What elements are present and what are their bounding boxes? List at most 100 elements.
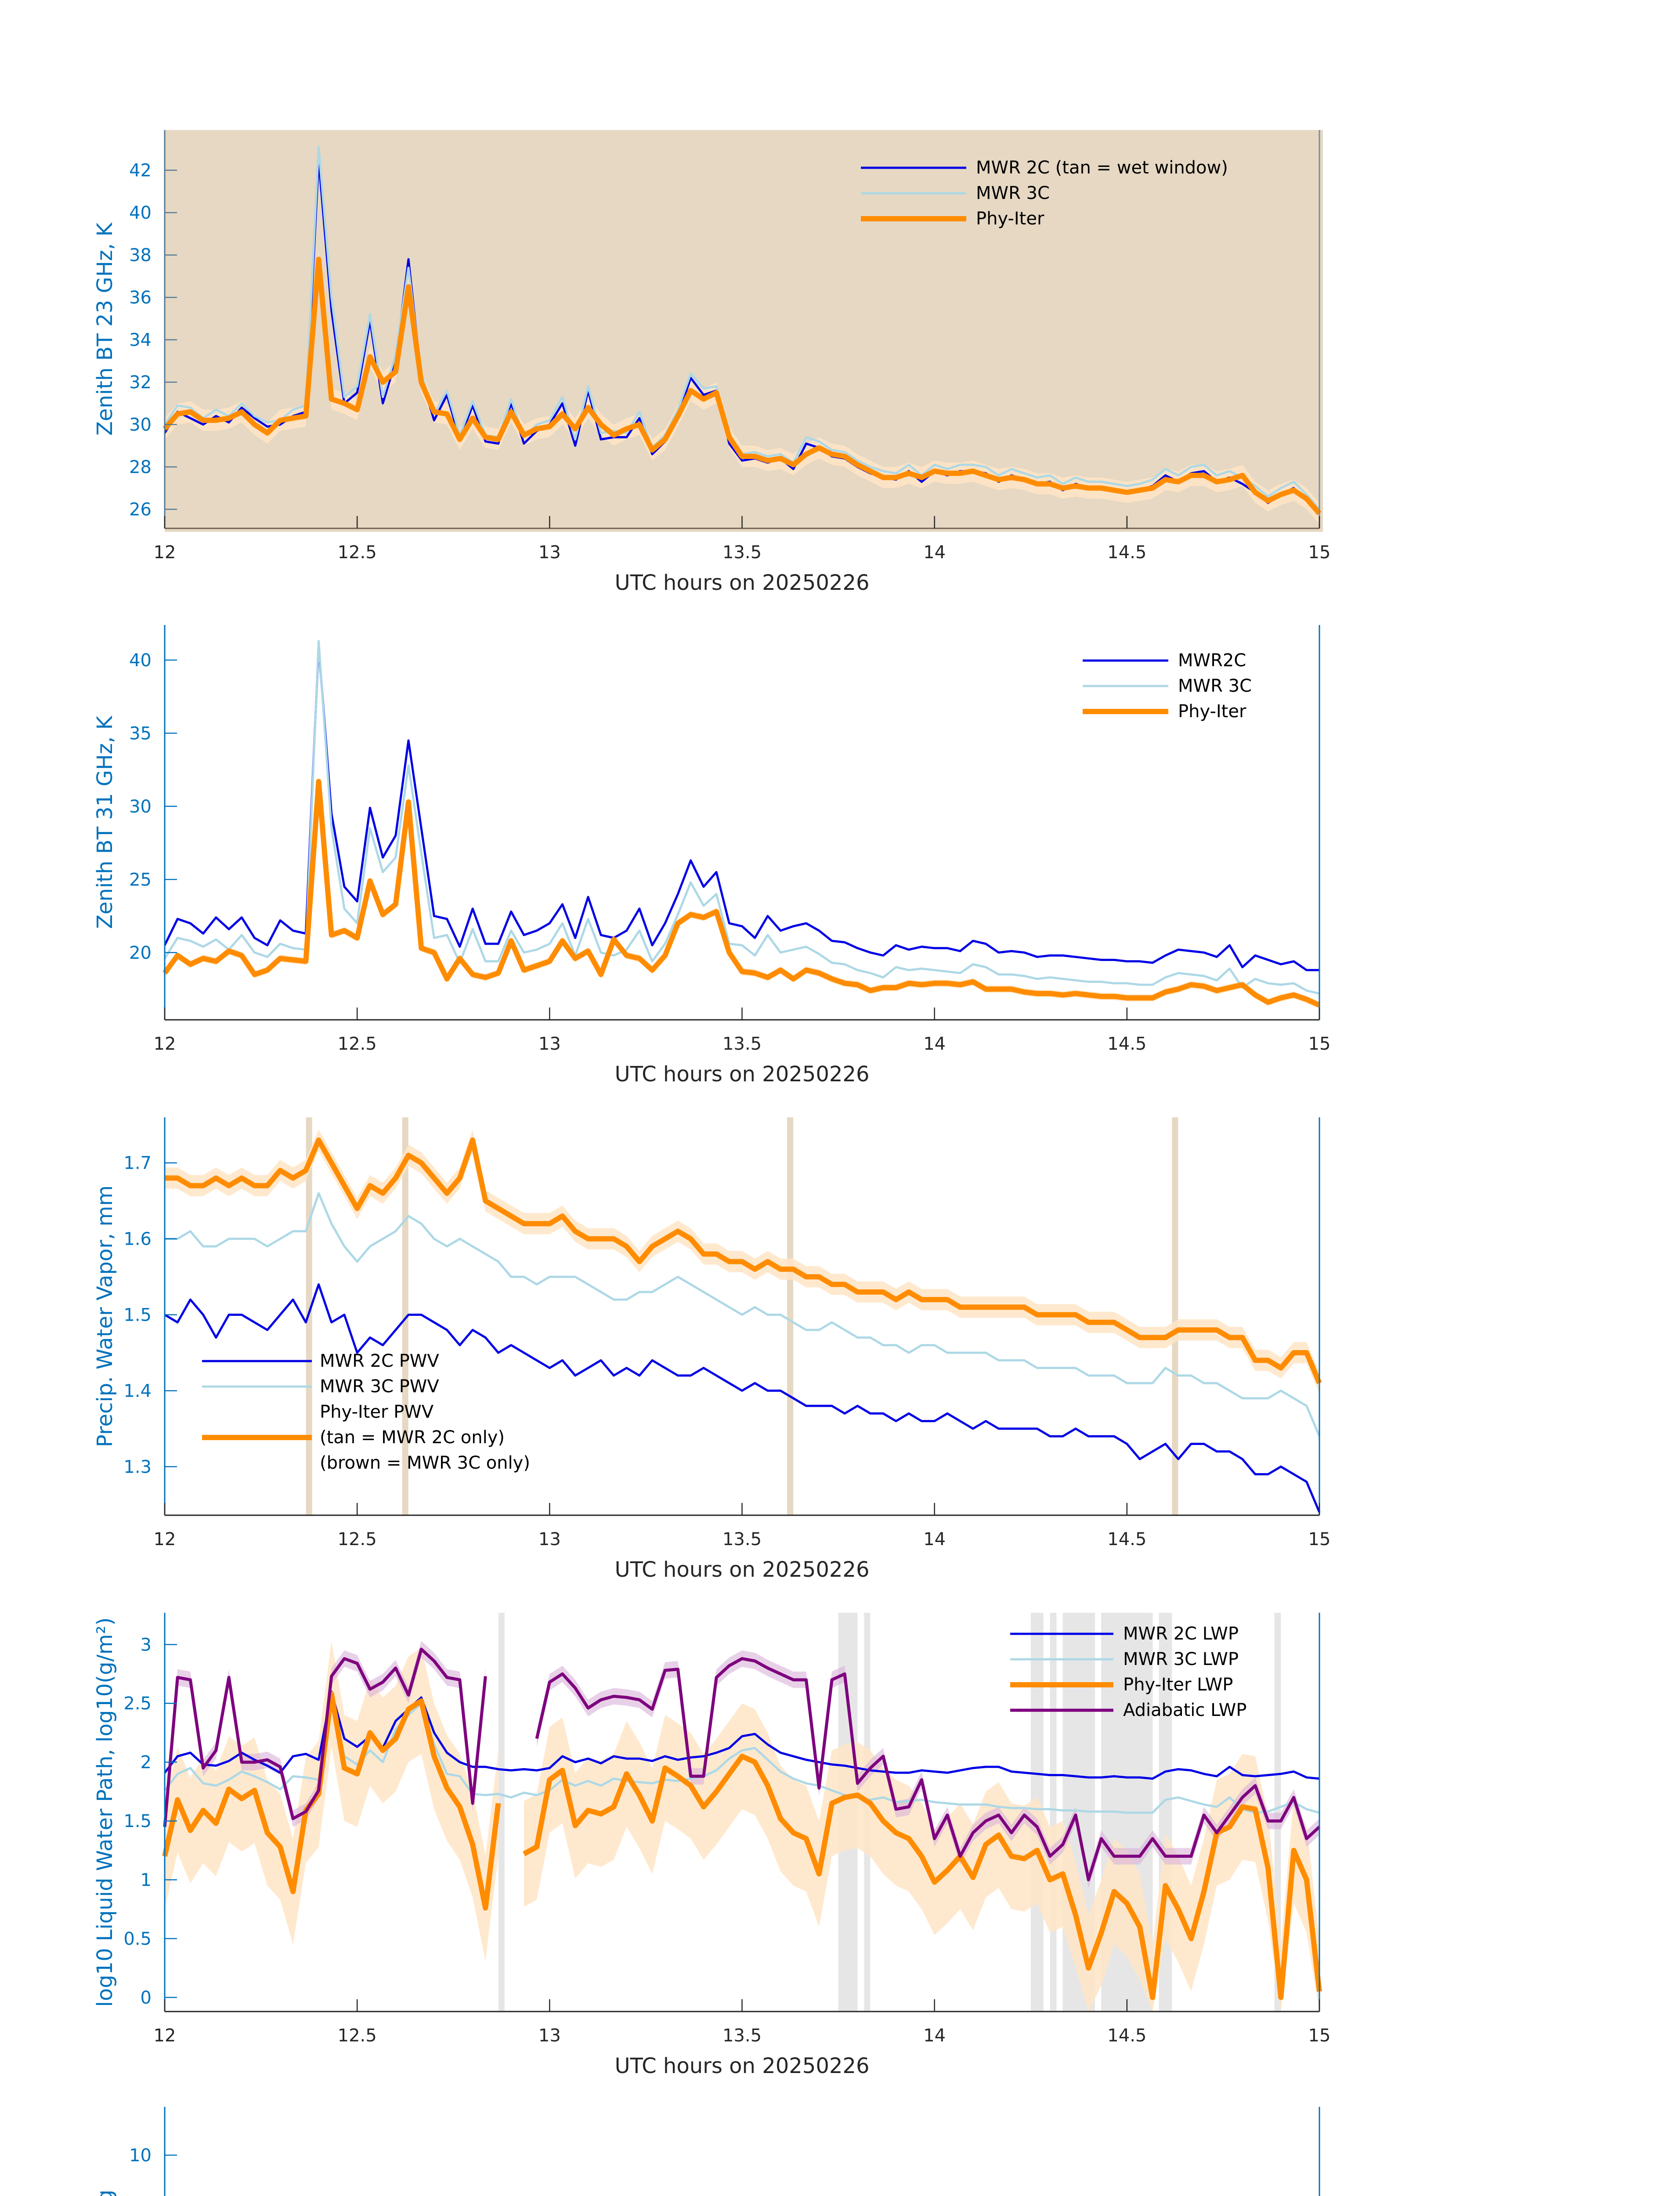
panel-lwp: 12 12.5 13 13.5 14 14.5 15 0 0.5 1 1.5 2 2.5 3 UTC ho…: [93, 1613, 1330, 2078]
series-lines: [163, 640, 1321, 1008]
y-axis-title: Zenith BT 23 GHz, K: [93, 222, 117, 436]
legend: MWR 2C LWP MWR 3C LWP Phy-Iter LWP Adiabati…: [1010, 1624, 1246, 1720]
y-tick-label: 30: [129, 797, 152, 817]
x-tick-label: 15: [1308, 1034, 1331, 1054]
legend-label: Adiabatic LWP: [1123, 1700, 1246, 1720]
x-tick-label: 12: [154, 2026, 176, 2046]
legend-label: MWR 2C LWP: [1123, 1624, 1239, 1644]
x-tick-label: 14: [923, 2026, 946, 2046]
y-tick-label: 32: [129, 372, 152, 393]
series-line-mwr-3c-lwp: [164, 1696, 1320, 1814]
y-tick-label: 0: [141, 1988, 152, 2008]
series-line-phy-iter-lwp: [162, 1691, 501, 1911]
legend: MWR 2C PWV MWR 3C PWV Phy-Iter PWV (tan = M…: [202, 1351, 530, 1473]
y-tick-label: 40: [129, 650, 152, 671]
legend-label: Phy-Iter PWV: [320, 1402, 434, 1422]
x-tick-label: 13: [538, 1529, 561, 1549]
legend-label: MWR 2C (tan = wet window): [976, 158, 1228, 178]
y-axis-title: MWR Phy Iter DQ Flag: [93, 2190, 117, 2196]
shaded-window: [787, 1117, 794, 1515]
y-tick-label: 1: [141, 1870, 152, 1890]
x-tick-label: 14.5: [1107, 1034, 1146, 1054]
x-tick-label: 13: [538, 1034, 561, 1054]
y-tick-label: 42: [129, 161, 152, 181]
y-tick-label: 38: [129, 246, 152, 266]
panel-pwv: 12 12.5 13 13.5 14 14.5 15 1.3 1.4 1.5 1.6 1.7 UTC …: [93, 1117, 1330, 1582]
series-line-mwr-3c-pwv: [165, 1192, 1321, 1437]
x-axis-title: UTC hours on 20250226: [615, 2054, 870, 2078]
series-line-adiabatic-lwp: [535, 1657, 1321, 1882]
series-lines: [162, 1647, 1322, 2000]
shaded-windows: [306, 1117, 1178, 1515]
y-tick-label: 10: [129, 2145, 152, 2166]
y-tick-label: 0.5: [123, 1929, 152, 1949]
legend-label: MWR 3C PWV: [320, 1376, 439, 1397]
legend: MWR2C MWR 3C Phy-Iter: [1083, 650, 1252, 722]
x-tick-label: 14: [923, 1529, 946, 1549]
legend-label: MWR2C: [1178, 650, 1246, 671]
y-tick-label: 1.5: [123, 1811, 152, 1831]
axes: 12 12.5 13 13.5 14 14.5 15 20 25 30 35 40: [129, 625, 1330, 1054]
uncertainty-band: [165, 1641, 499, 1961]
axes: 12 12.5 13 13.5 14 14.5 15 1.3 1.4 1.5 1.6 1.7: [123, 1117, 1330, 1549]
x-tick-label: 15: [1308, 2026, 1331, 2046]
x-axis-title: UTC hours on 20250226: [615, 1062, 870, 1087]
legend: MWR 2C (tan = wet window) MWR 3C Phy-Iter: [861, 158, 1228, 229]
x-tick-label: 12: [154, 542, 176, 563]
x-tick-label: 13.5: [723, 1529, 762, 1549]
y-tick-label: 3: [141, 1635, 152, 1655]
legend-label: Phy-Iter LWP: [1123, 1675, 1233, 1695]
y-axis-title: Zenith BT 31 GHz, K: [93, 715, 117, 929]
y-tick-label: 35: [129, 723, 152, 744]
series-line-phy-iter: [163, 779, 1321, 1008]
legend-label: (tan = MWR 2C only): [320, 1427, 505, 1448]
x-tick-label: 15: [1308, 542, 1331, 563]
x-tick-label: 14.5: [1107, 2026, 1146, 2046]
x-tick-label: 12: [154, 1034, 176, 1054]
x-tick-label: 13.5: [723, 542, 762, 563]
shaded-window: [1172, 1117, 1178, 1515]
y-axis-title: log10 Liquid Water Path, log10(g/m²): [93, 1618, 117, 2007]
legend-label: MWR 2C PWV: [320, 1351, 439, 1371]
shaded-window: [498, 1613, 505, 2012]
y-tick-label: 26: [129, 500, 152, 520]
x-tick-label: 14.5: [1107, 1529, 1146, 1549]
y-axis-title: Precip. Water Vapor, mm: [93, 1185, 117, 1447]
y-tick-label: 20: [129, 943, 152, 963]
panel-bt23: 12 12.5 13 13.5 14 14.5 15 26 28 30 32 34 36 38 40 42 U…: [93, 130, 1330, 595]
series-line-phy-iter-pwv: [165, 1137, 1322, 1384]
x-tick-label: 12: [154, 1529, 176, 1549]
axes: 12 12.5 13 13.5 14 14.5 15 26 28 30 32 34 36 38 40 42: [129, 130, 1330, 563]
y-tick-label: 36: [129, 288, 152, 308]
x-tick-label: 14: [923, 542, 946, 563]
panel-bt31: 12 12.5 13 13.5 14 14.5 15 20 25 30 35 40 UTC hours…: [93, 625, 1330, 1087]
uncertainty-band: [537, 1650, 1319, 1888]
y-tick-label: 40: [129, 203, 152, 223]
series-line-mwr2c: [163, 644, 1319, 972]
x-tick-label: 14: [923, 1034, 946, 1054]
shaded-window: [1050, 1613, 1057, 2012]
x-tick-label: 13.5: [723, 2026, 762, 2046]
legend-label: MWR 3C LWP: [1123, 1649, 1239, 1669]
series-lines: [163, 146, 1322, 516]
y-tick-label: 34: [129, 330, 152, 350]
x-tick-label: 14.5: [1107, 542, 1146, 563]
series-line-phy-iter-lwp: [523, 1753, 1322, 2000]
x-axis-title: UTC hours on 20250226: [615, 571, 870, 595]
x-tick-label: 12.5: [338, 2026, 377, 2046]
series-lines: [164, 1137, 1322, 1513]
y-tick-label: 2.5: [123, 1694, 152, 1714]
series-line-phy-iter: [163, 256, 1322, 516]
series-line-adiabatic-lwp: [163, 1647, 487, 1827]
y-tick-label: 25: [129, 870, 152, 890]
y-tick-label: 1.6: [123, 1229, 152, 1250]
y-tick-label: 2: [141, 1752, 152, 1773]
x-tick-label: 12.5: [338, 542, 377, 563]
x-axis-title: UTC hours on 20250226: [615, 1557, 870, 1582]
x-tick-label: 12.5: [338, 1529, 377, 1549]
y-tick-label: 30: [129, 415, 152, 435]
y-tick-label: 1.7: [123, 1153, 152, 1174]
